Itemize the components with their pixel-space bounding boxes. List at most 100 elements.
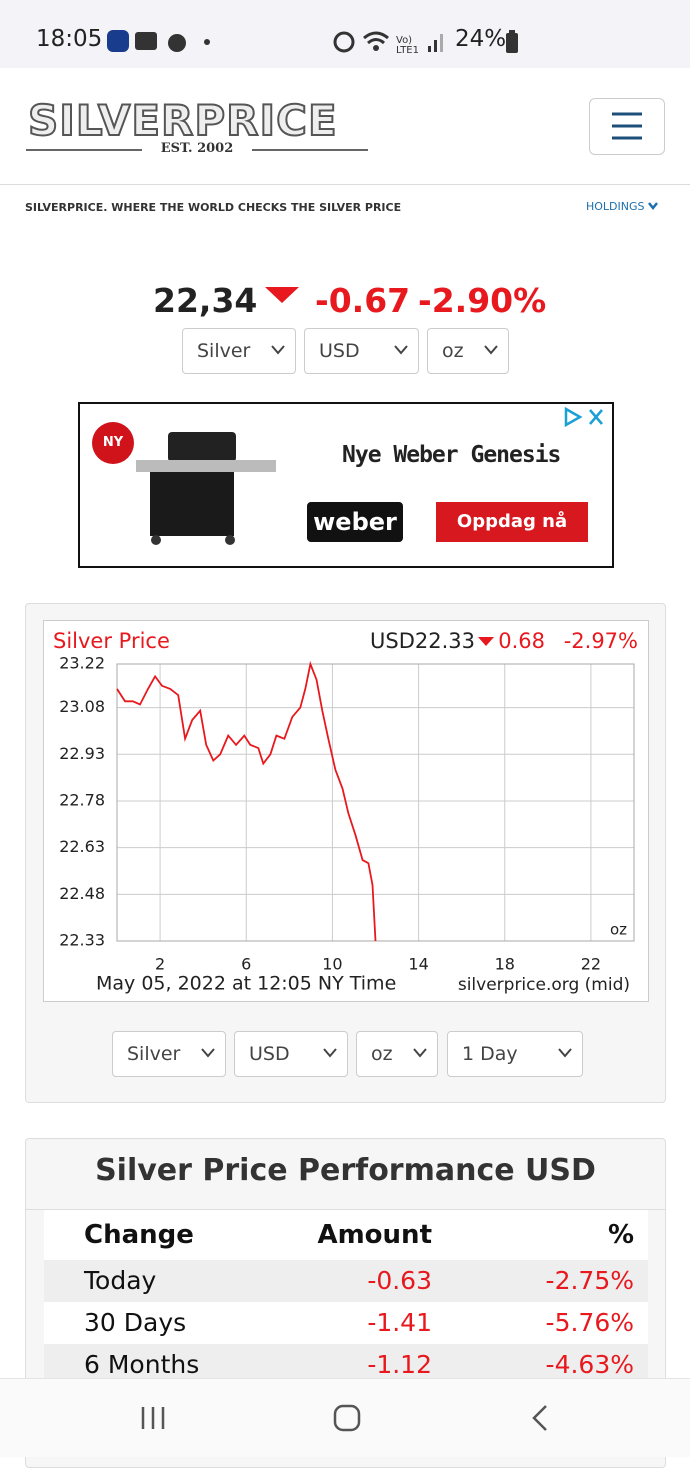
y-tick-label: 22.78 (59, 790, 105, 809)
table-cell: -0.63 (367, 1266, 432, 1295)
chevron (271, 345, 285, 355)
dropdown[interactable]: Silver (112, 1031, 226, 1077)
y-tick-label: 23.22 (59, 654, 105, 673)
table-cell: % (607, 1220, 634, 1250)
table-cell: Amount (317, 1220, 432, 1250)
dropdown[interactable]: USD (234, 1031, 348, 1077)
table-row: Today -0.63 -2.75% (44, 1260, 648, 1302)
price-percent: -2.90% (418, 281, 547, 320)
logo[interactable]: SILVERPRICE (27, 95, 338, 146)
performance-title: Silver Price Performance USD (95, 1153, 596, 1188)
chevron-path (558, 1048, 572, 1058)
plot-frame (116, 663, 635, 942)
chart-price: USD22.33 (370, 629, 475, 653)
table-cell: -1.41 (367, 1308, 432, 1337)
performance-table: Change Amount% Today -0.63 -2.75% 30 Days -1.4… (44, 1210, 648, 1386)
dropdown[interactable]: oz (356, 1031, 438, 1077)
chevron (484, 345, 498, 355)
table-cell: 6 Months (84, 1350, 200, 1379)
ad-cta[interactable]: Oppdag nå (436, 502, 588, 542)
table-cell: -2.75% (545, 1266, 634, 1295)
chevron (201, 1048, 215, 1058)
x-tick-label: 14 (408, 955, 428, 974)
y-tick-label: 22.93 (59, 744, 105, 763)
svg-text:Vo): Vo) (396, 35, 412, 46)
table-row: 30 Days -1.41 -5.76% (44, 1302, 648, 1344)
down-arrow (265, 287, 299, 303)
chart-frame (43, 620, 649, 1002)
dropdown-label: oz (371, 1043, 393, 1065)
dropdown-label: 1 Day (462, 1043, 518, 1065)
chart-unit: oz (610, 921, 627, 939)
y-tick-label: 22.48 (59, 884, 105, 903)
chevron (323, 1048, 337, 1058)
table-cell: -5.76% (545, 1308, 634, 1337)
table-cell: Today (84, 1266, 157, 1295)
dropdown[interactable]: oz (427, 328, 509, 374)
x-tick-label: 6 (241, 955, 251, 974)
x-tick-label: 22 (581, 955, 601, 974)
status-icons-right: Vo)LTE1 (333, 31, 443, 56)
y-tick-label: 22.63 (59, 837, 105, 856)
chevron-path (271, 345, 285, 355)
holdings-link[interactable]: HOLDINGS (586, 200, 658, 213)
battery-level: 24% (455, 26, 507, 52)
status-bar: 18:05 Vo) LTE1 24% (0, 0, 690, 68)
ad-headline: Nye Weber Genesis (342, 442, 561, 468)
y-tick-label: 23.08 (59, 697, 105, 716)
grill-image (136, 432, 276, 545)
recent-apps[interactable] (141, 1407, 165, 1429)
holdings-label: HOLDINGS (586, 200, 645, 213)
ad-badge: NY (92, 422, 134, 464)
logo-rule (252, 149, 368, 151)
table-cell: Change (84, 1220, 194, 1250)
chart: Silver Price USD22.33 0.68 -2.97% oz May… (43, 620, 649, 1002)
dropdown-label: Silver (197, 340, 251, 362)
chevron-path (201, 1048, 215, 1058)
chevron (648, 202, 658, 211)
time: 18:05 (36, 26, 103, 52)
ad-brand: weber (307, 502, 403, 542)
back-button[interactable] (532, 1405, 547, 1431)
divider (0, 184, 690, 185)
home-button[interactable] (333, 1404, 361, 1432)
chevron (558, 1048, 572, 1058)
logo-est: EST. 2002 (160, 141, 234, 156)
dropdown[interactable]: 1 Day (447, 1031, 583, 1077)
battery-icon (506, 30, 518, 53)
chart-change: 0.68 (498, 629, 545, 653)
y-tick-label: 22.33 (59, 931, 105, 950)
chevron (394, 345, 408, 355)
table-cell: 30 Days (84, 1308, 187, 1337)
x-tick-label: 10 (322, 955, 342, 974)
chevron-path (394, 345, 408, 355)
menu-icon (612, 112, 642, 140)
chart-percent: -2.97% (564, 629, 638, 653)
x-tick-label: 18 (495, 955, 515, 974)
status-icons (107, 30, 210, 52)
dropdown[interactable]: USD (304, 328, 419, 374)
table-cell: -4.63% (545, 1350, 634, 1379)
menu-button[interactable] (589, 98, 665, 155)
dropdown-label: oz (442, 340, 464, 362)
chevron-path (323, 1048, 337, 1058)
ad-choices[interactable] (562, 406, 612, 428)
tagline: SILVERPRICE. WHERE THE WORLD CHECKS THE … (25, 201, 402, 214)
chevron-path (484, 345, 498, 355)
table-header: Change Amount% (44, 1210, 648, 1260)
x-tick-label: 2 (155, 955, 165, 974)
chart-caption: May 05, 2022 at 12:05 NY Time (96, 973, 396, 995)
chevron (413, 1048, 427, 1058)
logo-rule (26, 149, 142, 151)
price-line (116, 660, 377, 942)
dropdown-label: USD (249, 1043, 290, 1065)
nav-bar (0, 1378, 690, 1457)
divider (26, 1209, 665, 1210)
dropdown[interactable]: Silver (182, 328, 296, 374)
nav-icons (141, 1404, 547, 1432)
svg-text:LTE1: LTE1 (396, 45, 419, 56)
dropdown-label: Silver (127, 1043, 181, 1065)
price-change: -0.67 (315, 281, 411, 320)
ad-banner[interactable]: NY Nye Weber Genesis weber Oppdag nå (78, 402, 614, 568)
